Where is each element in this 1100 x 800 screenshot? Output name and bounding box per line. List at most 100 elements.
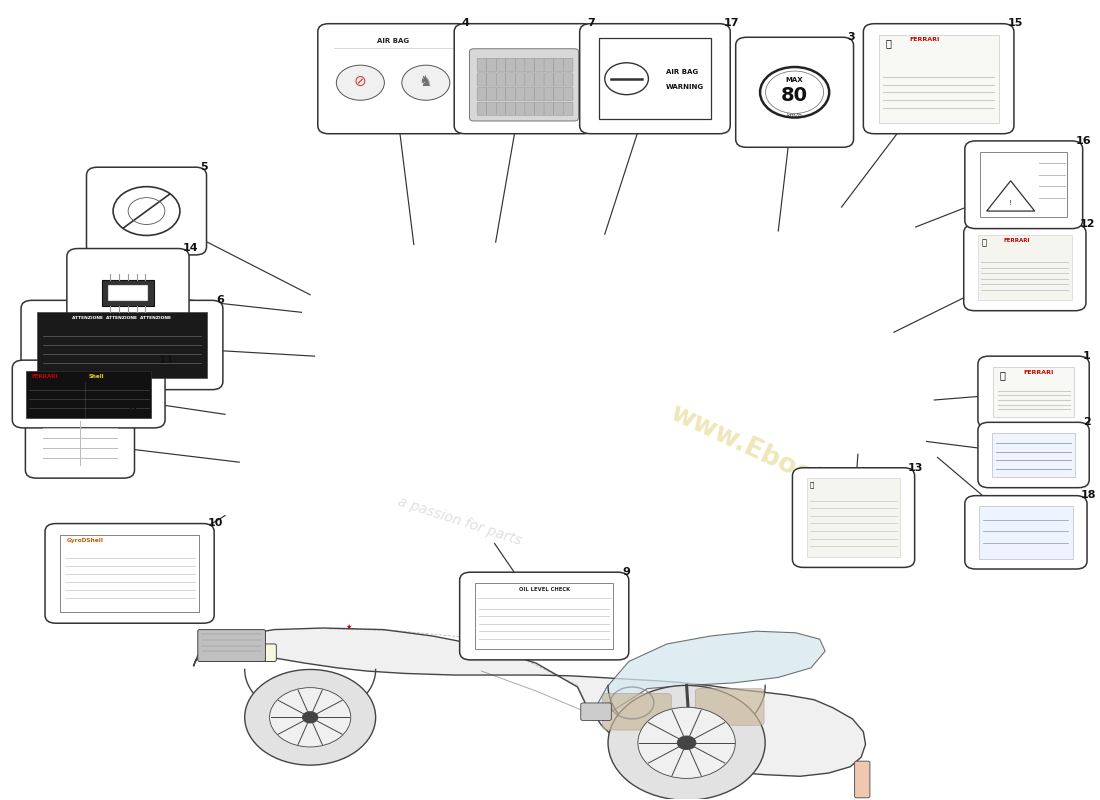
FancyBboxPatch shape <box>581 703 612 721</box>
FancyBboxPatch shape <box>563 87 573 101</box>
FancyBboxPatch shape <box>67 249 189 338</box>
FancyBboxPatch shape <box>563 102 573 115</box>
FancyBboxPatch shape <box>486 87 496 101</box>
FancyBboxPatch shape <box>535 102 544 115</box>
FancyBboxPatch shape <box>26 370 151 418</box>
FancyBboxPatch shape <box>515 102 525 115</box>
Text: 🐴: 🐴 <box>886 38 891 48</box>
FancyBboxPatch shape <box>965 141 1082 229</box>
FancyBboxPatch shape <box>855 761 870 798</box>
Circle shape <box>605 62 648 94</box>
Polygon shape <box>593 631 825 713</box>
Circle shape <box>678 736 696 750</box>
Circle shape <box>113 186 180 235</box>
Text: Shell: Shell <box>89 374 104 379</box>
FancyBboxPatch shape <box>979 506 1072 558</box>
Text: 7: 7 <box>587 18 595 29</box>
Text: www.Ebook: www.Ebook <box>666 400 833 496</box>
FancyBboxPatch shape <box>475 583 614 649</box>
Text: 985: 985 <box>802 482 864 529</box>
FancyBboxPatch shape <box>879 35 999 122</box>
FancyBboxPatch shape <box>506 102 516 115</box>
FancyBboxPatch shape <box>563 58 573 71</box>
FancyBboxPatch shape <box>486 102 496 115</box>
Text: 10: 10 <box>208 518 223 528</box>
FancyBboxPatch shape <box>102 281 154 306</box>
FancyBboxPatch shape <box>553 58 563 71</box>
Circle shape <box>402 65 450 100</box>
FancyBboxPatch shape <box>980 152 1067 218</box>
Circle shape <box>760 67 829 118</box>
FancyBboxPatch shape <box>535 73 544 86</box>
Text: 9: 9 <box>623 567 630 577</box>
FancyBboxPatch shape <box>553 73 563 86</box>
FancyBboxPatch shape <box>318 24 469 134</box>
FancyBboxPatch shape <box>544 73 554 86</box>
FancyBboxPatch shape <box>460 572 629 660</box>
FancyBboxPatch shape <box>535 58 544 71</box>
Text: AIR BAG: AIR BAG <box>377 38 409 44</box>
FancyBboxPatch shape <box>695 689 764 726</box>
FancyBboxPatch shape <box>477 73 487 86</box>
Circle shape <box>270 688 351 747</box>
FancyBboxPatch shape <box>525 73 535 86</box>
Text: FERRARI: FERRARI <box>1003 238 1030 243</box>
FancyBboxPatch shape <box>60 534 199 612</box>
FancyBboxPatch shape <box>87 167 207 255</box>
FancyBboxPatch shape <box>563 73 573 86</box>
Text: 14: 14 <box>183 243 198 254</box>
FancyBboxPatch shape <box>964 225 1086 310</box>
Text: GyroDShell: GyroDShell <box>67 538 103 543</box>
FancyBboxPatch shape <box>525 87 535 101</box>
FancyBboxPatch shape <box>600 38 711 119</box>
Text: 2: 2 <box>1082 417 1090 427</box>
FancyBboxPatch shape <box>506 87 516 101</box>
Circle shape <box>638 707 735 778</box>
Circle shape <box>302 711 318 723</box>
Text: 3: 3 <box>847 32 855 42</box>
Text: 17: 17 <box>724 18 739 29</box>
FancyBboxPatch shape <box>978 422 1089 488</box>
FancyBboxPatch shape <box>736 38 854 147</box>
FancyBboxPatch shape <box>477 87 487 101</box>
FancyBboxPatch shape <box>477 58 487 71</box>
FancyBboxPatch shape <box>198 630 265 662</box>
Text: ★: ★ <box>345 624 352 630</box>
FancyBboxPatch shape <box>864 24 1014 134</box>
FancyBboxPatch shape <box>553 87 563 101</box>
FancyBboxPatch shape <box>553 102 563 115</box>
Text: 🐴: 🐴 <box>810 482 814 488</box>
FancyBboxPatch shape <box>25 408 134 478</box>
FancyBboxPatch shape <box>496 87 506 101</box>
FancyBboxPatch shape <box>21 300 223 390</box>
FancyBboxPatch shape <box>603 694 671 730</box>
FancyBboxPatch shape <box>486 73 496 86</box>
Text: 15: 15 <box>1008 18 1023 29</box>
FancyBboxPatch shape <box>45 523 214 623</box>
FancyBboxPatch shape <box>496 102 506 115</box>
FancyBboxPatch shape <box>544 87 554 101</box>
Text: ♞: ♞ <box>419 74 432 89</box>
Text: 13: 13 <box>909 462 924 473</box>
Text: 8: 8 <box>128 402 135 413</box>
FancyBboxPatch shape <box>486 58 496 71</box>
Polygon shape <box>194 628 866 776</box>
FancyBboxPatch shape <box>515 58 525 71</box>
Text: 18: 18 <box>1080 490 1096 501</box>
FancyBboxPatch shape <box>496 58 506 71</box>
FancyBboxPatch shape <box>978 356 1089 428</box>
FancyBboxPatch shape <box>965 496 1087 569</box>
Text: 12: 12 <box>1079 219 1094 230</box>
Text: FERRARI: FERRARI <box>910 38 939 42</box>
Text: ATTENZIONE  ATTENZIONE  ATTENZIONE: ATTENZIONE ATTENZIONE ATTENZIONE <box>73 316 172 320</box>
FancyBboxPatch shape <box>506 58 516 71</box>
FancyBboxPatch shape <box>454 24 594 134</box>
FancyBboxPatch shape <box>992 433 1075 478</box>
FancyBboxPatch shape <box>525 58 535 71</box>
Text: OIL LEVEL CHECK: OIL LEVEL CHECK <box>518 586 570 591</box>
FancyBboxPatch shape <box>544 58 554 71</box>
FancyBboxPatch shape <box>792 468 914 567</box>
Circle shape <box>337 65 384 100</box>
FancyBboxPatch shape <box>544 102 554 115</box>
FancyBboxPatch shape <box>580 24 730 134</box>
